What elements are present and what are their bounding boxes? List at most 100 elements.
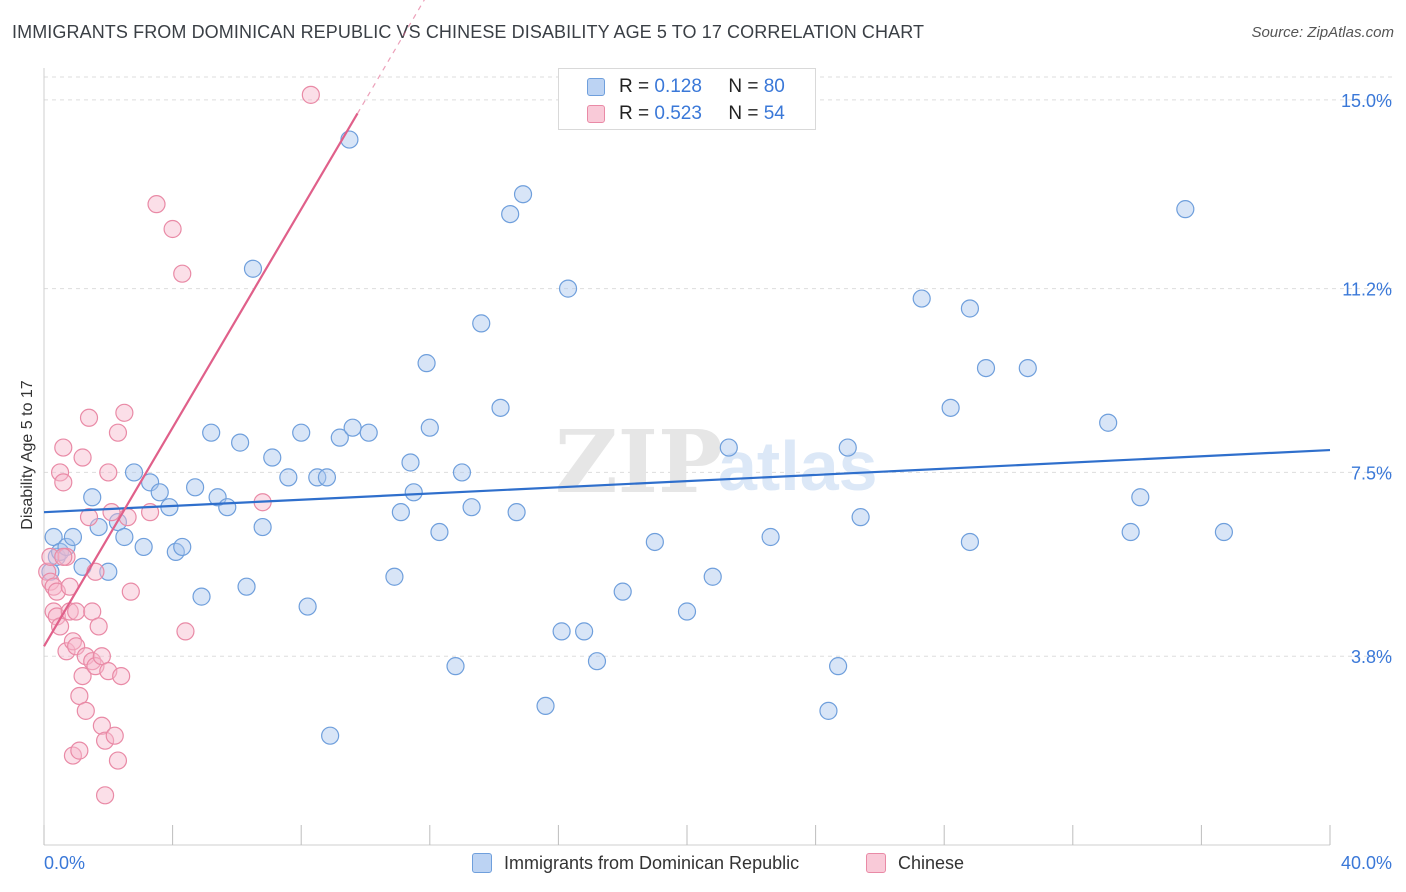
chinese-trend-extension (356, 0, 425, 114)
chinese-point (73, 448, 92, 467)
dominican-trend-line (43, 448, 1331, 514)
chinese-point (57, 642, 76, 661)
legend-n-label: N = (728, 103, 759, 124)
dominican-point (558, 279, 578, 298)
dominican-point (761, 527, 780, 547)
dominican-point (279, 468, 298, 487)
chart-title: IMMIGRANTS FROM DOMINICAN REPUBLIC VS CH… (12, 22, 925, 42)
dominican-point (150, 483, 169, 502)
dominican-point (976, 358, 996, 378)
dominican-point (851, 508, 870, 527)
dominican-point (202, 423, 221, 442)
dominican-point (501, 204, 520, 224)
dominican-point (134, 537, 153, 557)
dominican-point (613, 582, 632, 601)
legend-r-value: 0.523 (654, 103, 702, 124)
chinese-point (176, 622, 195, 641)
legend-swatch-pink (866, 853, 886, 873)
dominican-point (829, 657, 848, 676)
legend-n-value: 54 (763, 103, 785, 124)
dominican-point (404, 483, 423, 502)
chinese-point (99, 463, 118, 482)
watermark-zip: ZIP (555, 412, 723, 513)
chinese-point (41, 547, 60, 566)
y-tick-label: 7.5% (1351, 463, 1392, 483)
x-tick-label: 40.0% (1341, 853, 1392, 873)
chinese-point (173, 264, 192, 283)
dominican-point (417, 354, 436, 373)
series-legend-label: Chinese (898, 853, 965, 873)
dominican-point (99, 562, 118, 581)
dominican-point (47, 547, 66, 566)
chinese-point (89, 617, 108, 636)
chinese-point (67, 637, 86, 656)
dominican-point (391, 503, 410, 522)
chinese-point (108, 423, 128, 442)
dominican-point (89, 517, 108, 537)
dominican-point (1121, 522, 1140, 542)
dominican-point (645, 532, 664, 552)
dominican-point (263, 448, 282, 467)
chinese-point (54, 473, 73, 492)
dominican-point (253, 517, 272, 537)
dominican-point (507, 503, 526, 522)
chinese-point (86, 562, 105, 581)
dominican-point (298, 597, 317, 616)
chinese-point (301, 85, 320, 104)
dominican-point (401, 453, 420, 472)
dominican-point (231, 433, 250, 452)
dominican-point (552, 622, 571, 641)
chinese-point (73, 666, 92, 686)
dominican-point (719, 438, 738, 457)
chinese-point (83, 652, 102, 671)
dominican-point (1018, 358, 1037, 378)
dominican-point (703, 567, 722, 586)
dominican-point (385, 567, 404, 586)
legend-r-label: R = (619, 76, 650, 97)
chinese-point (102, 503, 121, 522)
dominican-point (491, 398, 510, 417)
legend-n-label: N = (728, 76, 759, 97)
y-tick-label: 11.2% (1342, 280, 1392, 300)
dominican-point (452, 463, 472, 482)
dominican-point (192, 587, 211, 606)
dominican-point (115, 527, 134, 547)
chinese-point (95, 731, 115, 750)
dominican-point (208, 488, 227, 507)
dominican-point (124, 463, 144, 482)
tick-label-layer: 15.0% 11.2% 7.5% 3.8% 0.0% 40.0% (44, 91, 1392, 873)
correlation-legend: R = 0.128 N = 80 R = 0.523 N = 54 (558, 68, 816, 130)
chinese-point (163, 219, 182, 239)
points-layer (38, 85, 1234, 805)
chinese-point (41, 572, 60, 591)
chinese-point (44, 577, 63, 596)
chinese-point (108, 751, 128, 770)
dominican-point (513, 185, 533, 204)
chinese-point (54, 438, 73, 457)
dominican-point (63, 527, 83, 547)
series-legend-label: Immigrants from Dominican Republic (504, 853, 800, 873)
dominican-point (57, 537, 76, 557)
legend-n-value: 80 (763, 76, 785, 97)
dominican-point (218, 498, 237, 517)
dominican-point (472, 314, 491, 333)
axis-layer (43, 68, 1331, 846)
dominican-point (340, 130, 359, 149)
dominican-point (960, 532, 980, 552)
x-tick-label: 0.0% (44, 853, 85, 873)
chinese-point (54, 547, 73, 566)
dominican-point (292, 423, 311, 442)
dominican-point (462, 498, 481, 517)
dominican-point (343, 418, 362, 437)
dominican-point (536, 696, 555, 716)
legend-swatch-pink (587, 105, 605, 123)
dominican-point (838, 438, 857, 457)
chinese-point (147, 195, 166, 214)
dominican-point (420, 418, 439, 437)
chinese-point (115, 403, 134, 422)
legend-r-value: 0.128 (654, 76, 702, 97)
dominican-point (83, 488, 102, 507)
dominican-point (1131, 488, 1150, 507)
dominican-point (317, 468, 337, 487)
